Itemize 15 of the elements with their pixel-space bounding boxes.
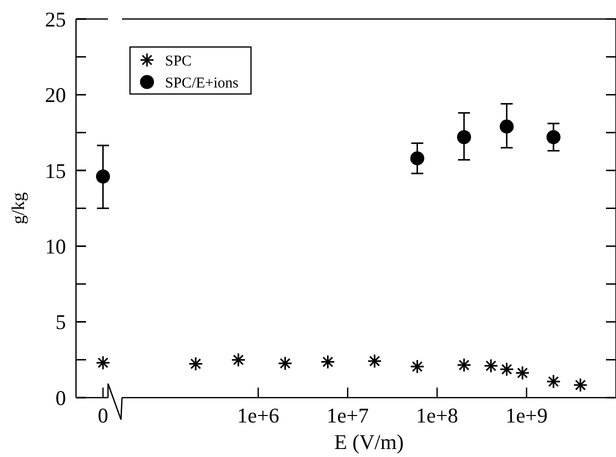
x-tick-label: 1e+9 [505,404,548,428]
y-tick-label: 0 [56,386,66,410]
y-tick-label: 20 [45,83,66,108]
x-axis-title: E (V/m) [334,430,404,454]
x-tick-label: 1e+7 [326,404,369,428]
y-tick-label: 5 [56,310,66,334]
x-tick-label: 0 [98,404,108,428]
y-tick-label: 15 [45,158,66,183]
x-tick-label: 1e+6 [237,404,280,428]
legend-label: SPC/E+ions [165,75,239,92]
y-tick-label: 25 [45,7,66,32]
y-tick-label: 10 [45,234,66,259]
y-axis-title: g/kg [8,192,28,224]
legend-label: SPC [165,53,192,70]
x-tick-label: 1e+8 [416,404,458,428]
